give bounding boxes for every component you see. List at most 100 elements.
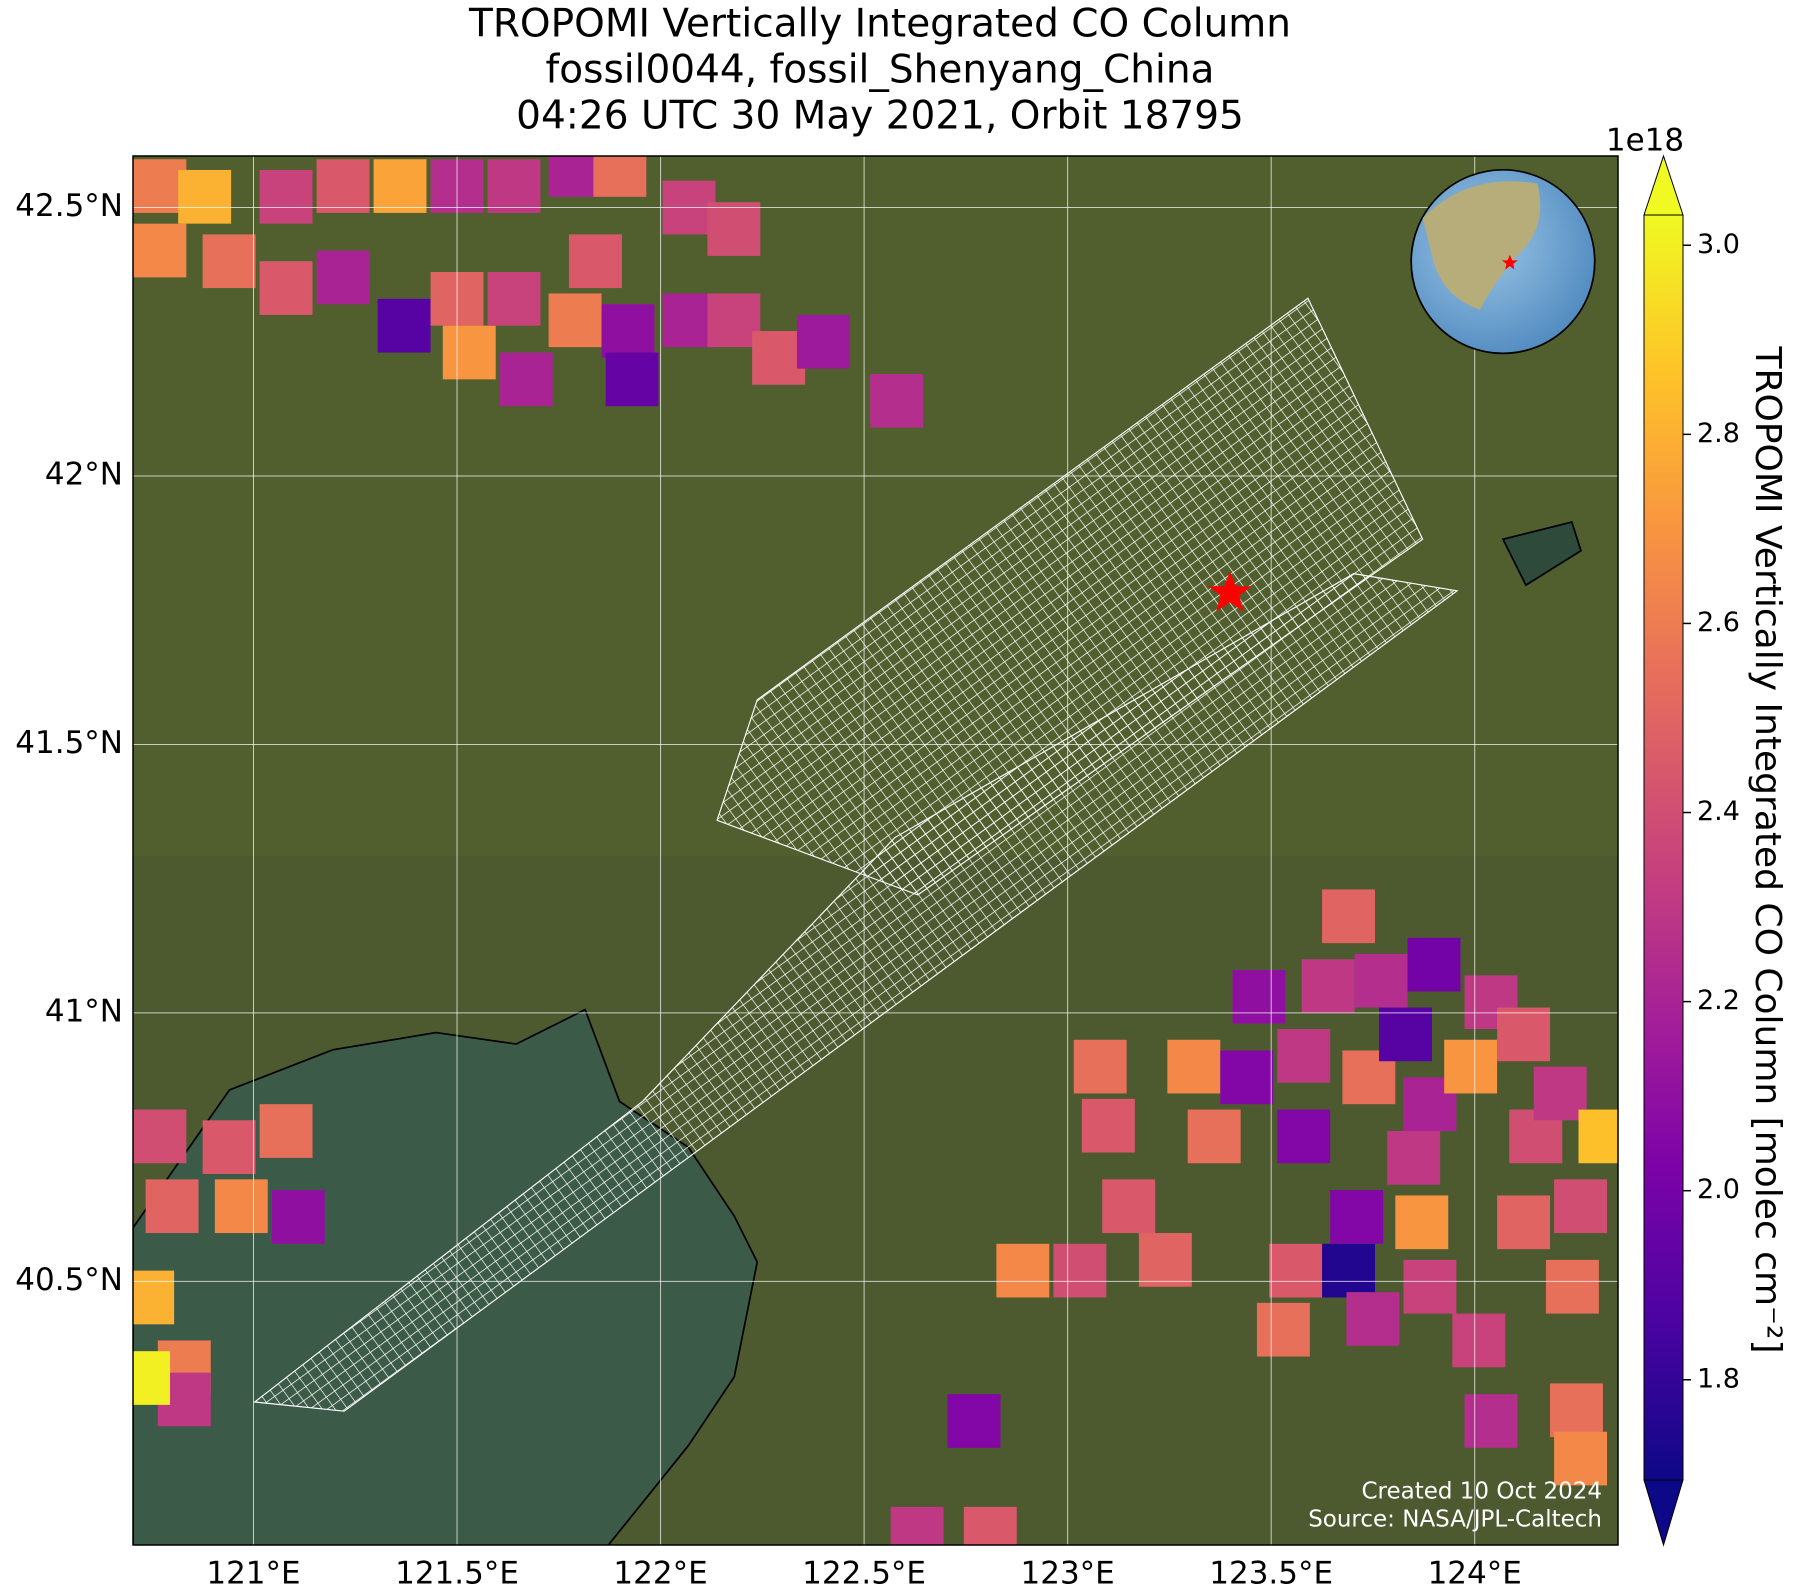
co-cell — [271, 1190, 325, 1244]
co-cell — [145, 1179, 199, 1234]
colorbar-tick-label: 2.0 — [1697, 1174, 1740, 1205]
co-cell — [601, 304, 655, 358]
axes: 121°E 121.5°E 122°E 122.5°E 123°E 123.5°E 124°… — [15, 188, 1522, 1591]
annotation: Source: NASA/JPL-Caltech — [1308, 1507, 1602, 1533]
co-cell — [259, 169, 313, 224]
co-cell — [548, 156, 602, 197]
co-cell — [214, 1179, 268, 1234]
cells — [133, 156, 1618, 1545]
co-cell — [548, 293, 602, 348]
colorbar-extend — [1643, 1479, 1684, 1547]
co-cell — [1497, 1195, 1551, 1250]
x-tick-label: 122°E — [613, 1556, 707, 1592]
y-tick-label: 41.5°N — [15, 725, 123, 761]
co-cell — [1167, 1039, 1221, 1094]
co-cell — [890, 1506, 944, 1545]
inset-star — [1501, 254, 1518, 270]
title-line: fossil0044, fossil_Shenyang_China — [546, 48, 1215, 93]
co-cell — [1407, 937, 1461, 992]
colorbar-body — [1644, 215, 1683, 1480]
co-cell — [1497, 1007, 1551, 1062]
co-cell — [1464, 1394, 1518, 1448]
colorbar-frame — [1643, 214, 1684, 1481]
co-cell — [259, 1104, 313, 1158]
co-cell — [1395, 1195, 1449, 1250]
co-cell — [1533, 1066, 1587, 1121]
map-frame — [132, 155, 1619, 1546]
co-cell — [259, 261, 313, 315]
co-cell — [870, 373, 924, 428]
co-cell — [1330, 1190, 1384, 1244]
co-cell — [707, 293, 761, 348]
co-cell — [442, 325, 496, 380]
co-cell — [1073, 1039, 1127, 1094]
co-cell — [593, 156, 647, 197]
co-cell — [373, 159, 427, 213]
co-cell — [947, 1394, 1001, 1448]
co-cell — [487, 271, 541, 326]
title-line: 04:26 UTC 30 May 2021, Orbit 18795 — [516, 94, 1244, 139]
co-cell — [1081, 1098, 1135, 1153]
co-cell — [1578, 1109, 1618, 1164]
co-cell — [752, 331, 806, 385]
colorbar-tick-label: 2.4 — [1697, 796, 1740, 827]
co-cell — [1187, 1109, 1241, 1164]
x-tick-label: 124°E — [1428, 1556, 1522, 1592]
co-cell — [1053, 1243, 1107, 1298]
co-cell — [1322, 1243, 1375, 1298]
co-cell — [1379, 1007, 1432, 1062]
co-cell — [1545, 1259, 1599, 1314]
co-cell — [133, 159, 187, 213]
co-cell — [1554, 1431, 1608, 1486]
co-cell — [133, 223, 187, 278]
colorbar-tick-label: 2.8 — [1697, 418, 1740, 449]
co-cell — [1322, 889, 1375, 944]
co-cell — [1138, 1233, 1192, 1287]
colorbar-tick-label: 2.2 — [1697, 985, 1740, 1016]
y-tick-label: 42.5°N — [15, 188, 123, 224]
co-cell — [316, 250, 370, 305]
co-cell — [605, 352, 659, 407]
swath — [253, 573, 1459, 1412]
colorbar-label: TROPOMI Vertically Integrated CO Column … — [1747, 345, 1788, 1353]
title-line: TROPOMI Vertically Integrated CO Column — [468, 2, 1291, 47]
co-cell — [796, 314, 850, 369]
co-cell — [178, 169, 232, 224]
y-tick-label: 42°N — [45, 457, 123, 493]
co-cell — [963, 1506, 1017, 1545]
co-cell — [1277, 1029, 1331, 1083]
reservoir — [1501, 520, 1583, 587]
colorbar-exponent: 1e18 — [1606, 123, 1684, 159]
co-cell — [133, 1270, 175, 1325]
co-cell — [1256, 1302, 1310, 1357]
co-cell — [1346, 1292, 1400, 1346]
co-cell — [1232, 969, 1286, 1024]
inset-land — [1422, 181, 1541, 310]
x-tick-label: 123°E — [1021, 1556, 1115, 1592]
y-tick-label: 41°N — [45, 993, 123, 1029]
x-tick-label: 121.5°E — [395, 1556, 519, 1592]
co-cell — [133, 1109, 187, 1164]
co-cell — [707, 202, 761, 256]
colorbar-extend — [1643, 154, 1684, 216]
map: Created 10 Oct 2024 Source: NASA/JPL-Cal… — [133, 156, 1618, 1545]
co-cell — [316, 159, 370, 213]
co-cell — [1277, 1109, 1331, 1164]
co-cell — [1444, 1039, 1498, 1094]
co-cell — [1354, 953, 1408, 1008]
x-tick-label: 122.5°E — [802, 1556, 926, 1592]
co-cell — [1554, 1179, 1608, 1234]
colorbar-tick-label: 1.8 — [1697, 1363, 1740, 1394]
co-cell — [1301, 959, 1355, 1013]
co-cell — [202, 1120, 256, 1174]
co-cell — [1387, 1131, 1441, 1185]
co-cell — [133, 1351, 171, 1405]
annotation: Created 10 Oct 2024 — [1361, 1479, 1602, 1505]
co-cell — [1269, 1243, 1323, 1298]
x-tick-label: 123.5°E — [1209, 1556, 1333, 1592]
colorbar-tick-label: 3.0 — [1697, 229, 1740, 260]
y-tick-label: 40.5°N — [15, 1262, 123, 1298]
co-cell — [1220, 1050, 1274, 1105]
colorbar-tick-label: 2.6 — [1697, 607, 1740, 638]
